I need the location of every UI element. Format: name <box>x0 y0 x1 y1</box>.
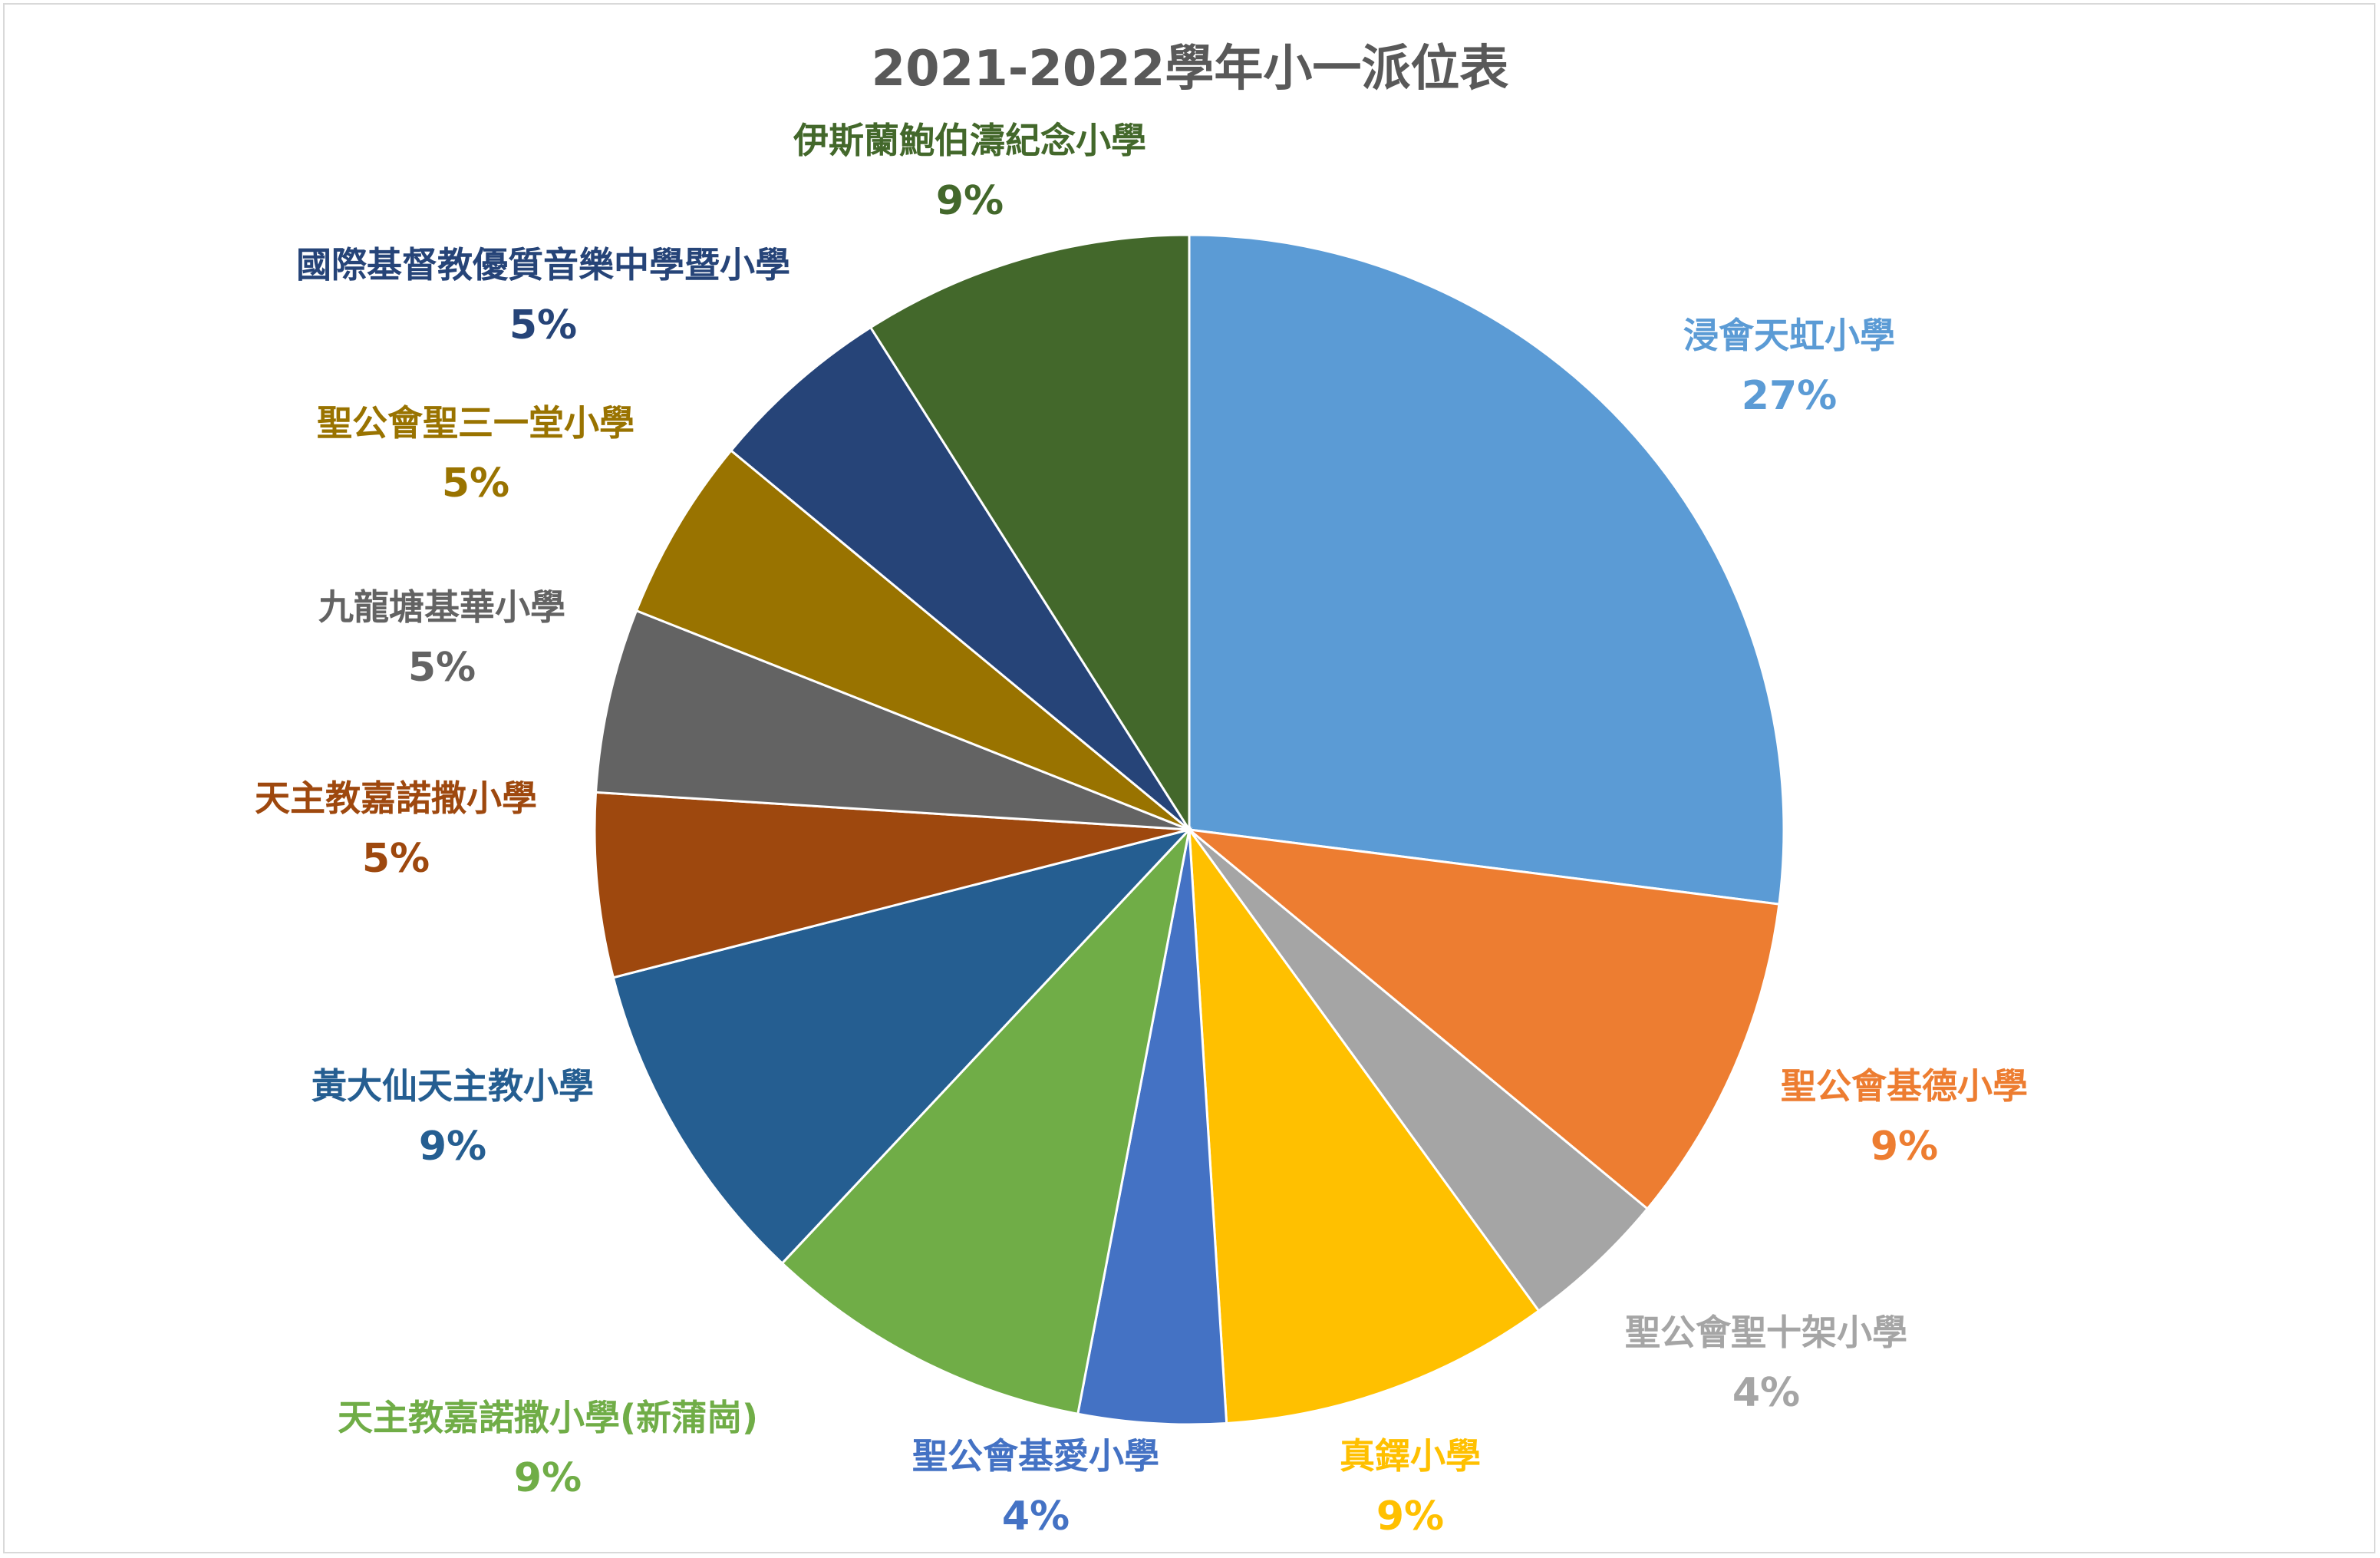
slice-label-8: 九龍塘基華小學 5% <box>318 589 565 688</box>
slice-name-0: 浸會天虹小學 <box>1683 315 1895 356</box>
slice-percent-4: 4% <box>1001 1494 1070 1540</box>
slice-name-9: 聖公會聖三一堂小學 <box>317 402 635 444</box>
slice-label-7: 天主教嘉諾撒小學 5% <box>255 781 537 879</box>
pie-slice-7 <box>593 791 1190 979</box>
pie-slice-9 <box>635 448 1190 831</box>
pie-slice-0 <box>1188 233 1785 906</box>
slice-name-5: 天主教嘉諾撒小學(新蒲崗) <box>337 1397 759 1438</box>
slice-percent-10: 5% <box>509 302 578 348</box>
slice-label-1: 聖公會基德小學 9% <box>1781 1068 2028 1167</box>
slice-name-11: 伊斯蘭鮑伯濤紀念小學 <box>793 120 1146 161</box>
slice-percent-7: 5% <box>361 836 430 882</box>
slice-percent-0: 27% <box>1741 373 1838 419</box>
slice-label-9: 聖公會聖三一堂小學 5% <box>317 405 635 503</box>
pie-slice-11 <box>869 233 1191 834</box>
slice-percent-5: 9% <box>513 1455 582 1501</box>
pie-slice-3 <box>1188 825 1541 1425</box>
slice-label-6: 黃大仙天主教小學 9% <box>312 1068 594 1167</box>
slice-percent-2: 4% <box>1732 1370 1801 1416</box>
slice-name-3: 真鐸小學 <box>1340 1435 1481 1477</box>
slice-label-4: 聖公會基愛小學 4% <box>912 1438 1159 1537</box>
slice-label-10: 國際基督教優質音樂中學暨小學 5% <box>296 247 790 345</box>
slice-name-1: 聖公會基德小學 <box>1781 1065 2028 1107</box>
slice-label-11: 伊斯蘭鮑伯濤紀念小學 9% <box>793 123 1146 221</box>
slice-percent-9: 5% <box>441 460 510 507</box>
slice-label-2: 聖公會聖十架小學 4% <box>1625 1315 1907 1413</box>
slice-percent-1: 9% <box>1870 1124 1939 1170</box>
slice-label-5: 天主教嘉諾撒小學(新蒲崗) 9% <box>338 1400 758 1498</box>
slice-name-7: 天主教嘉諾撒小學 <box>255 777 537 819</box>
chart-title: 2021-2022學年小一派位表 <box>871 41 1509 97</box>
slice-name-8: 九龍塘基華小學 <box>318 586 565 628</box>
slice-label-0: 浸會天虹小學 27% <box>1683 318 1895 416</box>
slice-percent-3: 9% <box>1376 1494 1445 1540</box>
pie-slice-4 <box>1076 829 1228 1426</box>
slice-label-3: 真鐸小學 9% <box>1340 1438 1481 1537</box>
slice-percent-8: 5% <box>407 645 476 691</box>
slice-percent-11: 9% <box>935 178 1004 224</box>
pie-slice-8 <box>594 609 1190 831</box>
slice-name-4: 聖公會基愛小學 <box>912 1435 1159 1477</box>
pie-slice-5 <box>780 826 1192 1416</box>
pie-slice-10 <box>729 325 1191 831</box>
slice-name-10: 國際基督教優質音樂中學暨小學 <box>296 244 790 286</box>
slice-name-2: 聖公會聖十架小學 <box>1625 1312 1907 1353</box>
pie-slice-2 <box>1188 828 1650 1313</box>
pie-slice-1 <box>1185 827 1781 1211</box>
pie-slice-6 <box>611 827 1193 1266</box>
slice-percent-6: 9% <box>418 1124 487 1170</box>
slice-name-6: 黃大仙天主教小學 <box>312 1065 594 1107</box>
